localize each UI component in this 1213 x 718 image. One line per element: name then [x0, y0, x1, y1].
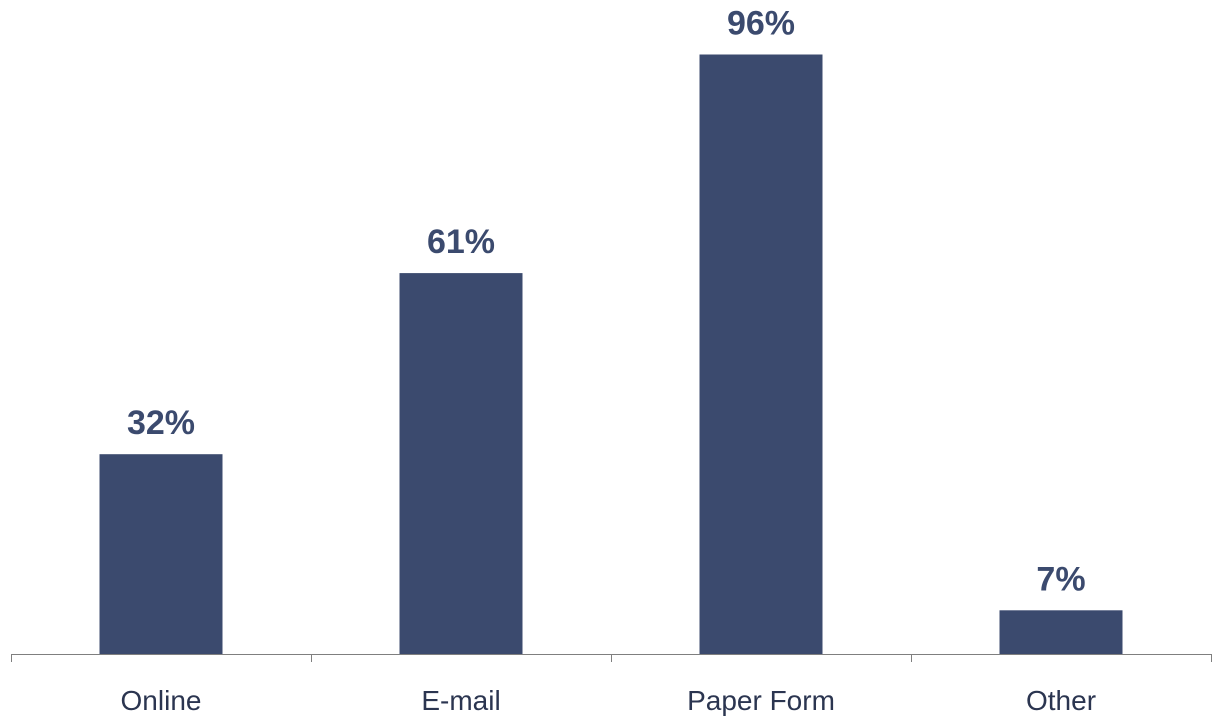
x-tick-label-other: Other — [1026, 685, 1096, 716]
data-label-other: 7% — [1036, 560, 1085, 598]
data-label-paper-form: 96% — [727, 5, 795, 43]
x-tick-label-paper-form: Paper Form — [687, 685, 835, 716]
bars-layer — [99, 54, 1123, 654]
x-axis — [11, 654, 1212, 662]
x-tick-labels: Online E-mail Paper Form Other — [121, 685, 1096, 716]
bar-paper-form — [699, 54, 823, 654]
x-tick-label-online: Online — [121, 685, 202, 716]
bar-online — [99, 454, 223, 654]
value-labels-layer: 32% 61% 96% 7% — [127, 5, 1086, 599]
bar-e-mail — [399, 273, 523, 654]
data-label-online: 32% — [127, 404, 195, 442]
x-tick-label-e-mail: E-mail — [421, 685, 500, 716]
data-label-e-mail: 61% — [427, 223, 495, 261]
bar-other — [999, 610, 1123, 654]
